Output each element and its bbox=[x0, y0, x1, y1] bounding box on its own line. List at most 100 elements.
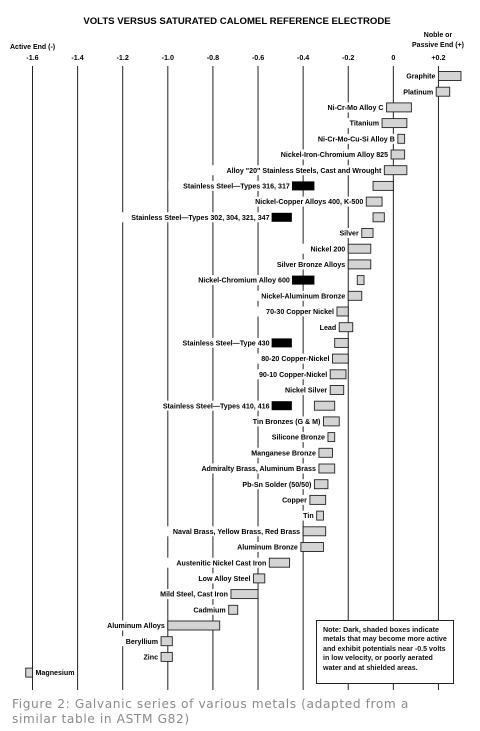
series-label: Stainless Steel—Types 410, 416 bbox=[163, 402, 270, 410]
series-label: Nickel Silver bbox=[285, 387, 327, 395]
label-backing bbox=[117, 636, 161, 647]
series-label: 70-30 Copper Nickel bbox=[266, 308, 334, 316]
label-backing bbox=[187, 275, 292, 286]
bar-dark bbox=[271, 338, 292, 348]
bar-light bbox=[347, 259, 372, 270]
series-label: Aluminum Alloys bbox=[107, 622, 165, 630]
series-label: Ni-Cr-Mo-Cu-Si Alloy B bbox=[318, 135, 395, 143]
label-backing bbox=[254, 306, 336, 317]
series-label: Admiralty Brass, Aluminum Brass bbox=[201, 465, 316, 473]
label-backing bbox=[277, 494, 309, 505]
bar-light bbox=[309, 494, 327, 505]
series-label: Mild Steel, Cast Iron bbox=[160, 591, 228, 599]
bar-light bbox=[322, 416, 340, 427]
series-label: Ni-Cr-Mo Alloy C bbox=[327, 104, 383, 112]
bar-light bbox=[329, 385, 345, 395]
bar-light bbox=[167, 620, 221, 631]
series-label: Austenitic Nickel Cast Iron bbox=[176, 559, 266, 567]
label-backing bbox=[248, 447, 318, 458]
label-backing bbox=[262, 259, 348, 270]
bar-light bbox=[381, 118, 408, 129]
label-backing bbox=[155, 526, 303, 537]
series-label: Magnesium bbox=[36, 669, 75, 677]
bar-light bbox=[386, 102, 412, 113]
series-label: Nickel-Chromium Alloy 600 bbox=[198, 277, 290, 285]
bar-light bbox=[300, 542, 324, 552]
label-backing bbox=[396, 86, 436, 97]
series-label: Silicone Bronze bbox=[272, 434, 325, 442]
label-backing bbox=[234, 542, 300, 552]
series-label: Stainless Steel—Type 430 bbox=[183, 340, 270, 348]
active-end-label: Active End (-) bbox=[10, 44, 55, 51]
label-backing bbox=[33, 667, 77, 678]
tick-label: 0 bbox=[391, 53, 395, 62]
series-label: Graphite bbox=[406, 73, 435, 81]
label-backing bbox=[300, 243, 348, 254]
bar-light bbox=[435, 86, 451, 97]
bar-light bbox=[383, 165, 408, 176]
series-label: Stainless Steel—Types 302, 304, 321, 347 bbox=[131, 214, 269, 222]
series-label: Cadmium bbox=[193, 606, 225, 614]
label-backing bbox=[248, 369, 330, 380]
series-label: Nickel-Copper Alloys 400, K-500 bbox=[255, 198, 363, 206]
label-backing bbox=[241, 416, 323, 427]
series-label: Stainless Steel—Types 316, 317 bbox=[183, 183, 290, 191]
bar-light bbox=[397, 133, 406, 144]
label-backing bbox=[228, 479, 314, 490]
label-backing bbox=[261, 432, 327, 443]
tick-label: -0.8 bbox=[207, 53, 219, 62]
bar-light bbox=[230, 589, 259, 600]
label-backing bbox=[304, 133, 397, 144]
bar-light bbox=[372, 180, 394, 191]
series-label: Low Alloy Steel bbox=[198, 575, 250, 583]
label-backing bbox=[202, 165, 384, 176]
series-label: Tin bbox=[303, 512, 314, 520]
bar-light bbox=[361, 228, 374, 238]
bar-light bbox=[365, 196, 383, 207]
bar-light bbox=[356, 275, 365, 286]
bar-light bbox=[318, 463, 336, 474]
series-label: Tin Bronzes (G & M) bbox=[253, 418, 321, 426]
label-backing bbox=[156, 557, 269, 568]
tick-label: -1.6 bbox=[26, 53, 38, 62]
tick-label: -1.0 bbox=[162, 53, 174, 62]
series-label: Platinum bbox=[403, 88, 433, 96]
label-backing bbox=[141, 589, 230, 600]
label-backing bbox=[171, 337, 272, 348]
series-label: 90-10 Copper-Nickel bbox=[259, 371, 327, 379]
label-backing bbox=[101, 620, 167, 631]
label-backing bbox=[109, 212, 272, 223]
label-backing bbox=[237, 196, 366, 207]
chart-title: VOLTS VERSUS SATURATED CALOMEL REFERENCE… bbox=[83, 16, 391, 27]
label-backing bbox=[168, 180, 292, 191]
series-label: Zinc bbox=[143, 654, 158, 662]
bar-light bbox=[347, 290, 363, 301]
bar-light bbox=[327, 432, 336, 443]
label-backing bbox=[315, 102, 386, 113]
note-box: Note: Dark, shaded boxes indicate metals… bbox=[316, 620, 454, 684]
bar-dark bbox=[291, 275, 315, 285]
bar-light bbox=[338, 322, 354, 333]
series-label: Lead bbox=[320, 324, 337, 332]
bar-light bbox=[390, 149, 406, 160]
label-backing bbox=[398, 71, 438, 81]
bar-light bbox=[302, 526, 327, 537]
series-label: Pb-Sn Solder (50/50) bbox=[242, 481, 312, 489]
label-backing bbox=[254, 290, 348, 301]
bar-dark bbox=[271, 212, 292, 222]
series-label: Manganese Bronze bbox=[251, 449, 316, 457]
series-label: Silver bbox=[339, 230, 359, 238]
series-label: Beryllium bbox=[126, 638, 158, 646]
label-backing bbox=[136, 651, 161, 662]
series-label: 80-20 Copper-Nickel bbox=[261, 355, 329, 363]
bar-dark bbox=[291, 181, 315, 191]
noble-end-label-line2: Passive End (+) bbox=[412, 42, 464, 49]
series-label: Silver Bronze Alloys bbox=[277, 261, 345, 269]
label-backing bbox=[296, 510, 316, 521]
series-label: Nickel-Iron-Chromium Alloy 825 bbox=[281, 151, 388, 159]
label-backing bbox=[342, 118, 382, 129]
label-backing bbox=[192, 604, 228, 615]
series-label: Titanium bbox=[350, 120, 379, 128]
tick-label: -0.4 bbox=[297, 53, 309, 62]
